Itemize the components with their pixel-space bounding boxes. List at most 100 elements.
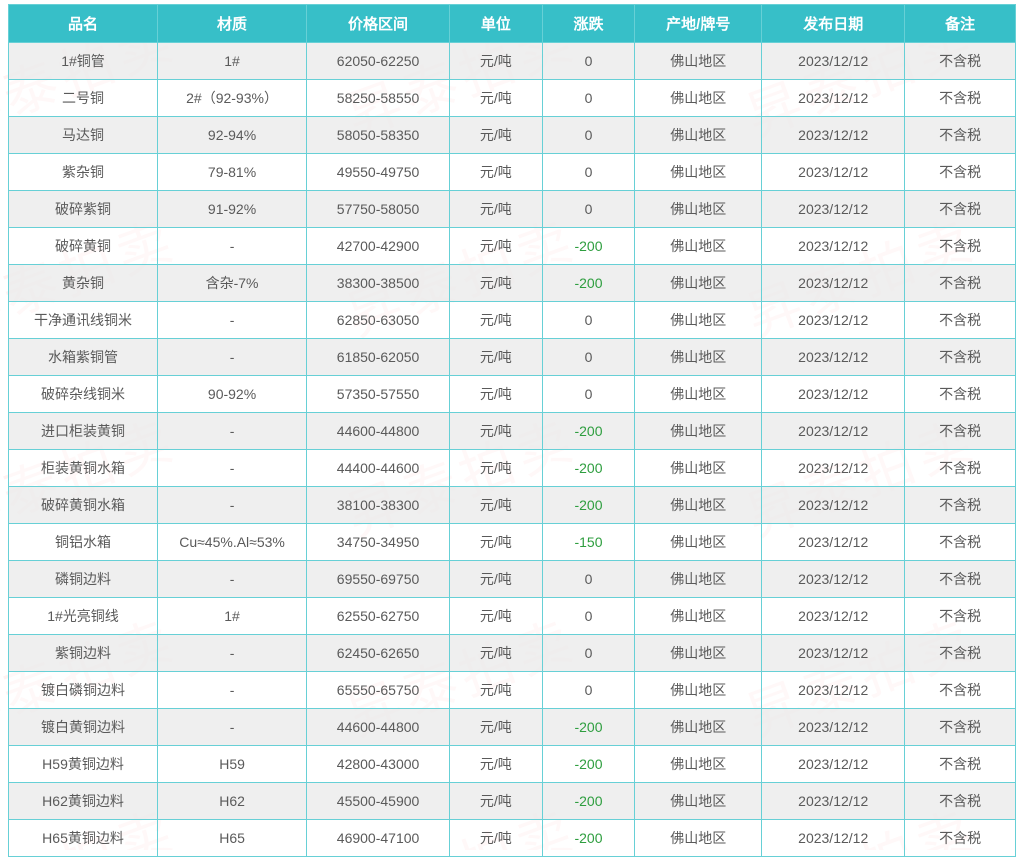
cell-origin: 佛山地区 [635,635,762,672]
table-row: 破碎黄铜水箱-38100-38300元/吨-200佛山地区2023/12/12不… [9,487,1016,524]
cell-origin: 佛山地区 [635,117,762,154]
table-row: 磷铜边料-69550-69750元/吨0佛山地区2023/12/12不含税 [9,561,1016,598]
cell-change: 0 [542,117,635,154]
cell-price_range: 57350-57550 [307,376,450,413]
cell-change: -200 [542,413,635,450]
cell-unit: 元/吨 [450,783,543,820]
cell-name: 磷铜边料 [9,561,158,598]
cell-material: - [158,228,307,265]
table-row: 镀白黄铜边料-44600-44800元/吨-200佛山地区2023/12/12不… [9,709,1016,746]
cell-unit: 元/吨 [450,561,543,598]
cell-change: 0 [542,672,635,709]
cell-note: 不含税 [905,672,1016,709]
cell-note: 不含税 [905,80,1016,117]
cell-note: 不含税 [905,635,1016,672]
cell-change: -200 [542,746,635,783]
col-material: 材质 [158,5,307,43]
cell-change: -150 [542,524,635,561]
cell-unit: 元/吨 [450,339,543,376]
cell-date: 2023/12/12 [762,450,905,487]
cell-origin: 佛山地区 [635,43,762,80]
cell-change: 0 [542,154,635,191]
cell-name: H62黄铜边料 [9,783,158,820]
cell-origin: 佛山地区 [635,561,762,598]
table-body: 1#铜管1#62050-62250元/吨0佛山地区2023/12/12不含税二号… [9,43,1016,857]
cell-material: - [158,709,307,746]
table-row: H59黄铜边料H5942800-43000元/吨-200佛山地区2023/12/… [9,746,1016,783]
cell-note: 不含税 [905,746,1016,783]
cell-material: 含杂-7% [158,265,307,302]
cell-origin: 佛山地区 [635,339,762,376]
table-row: 镀白磷铜边料-65550-65750元/吨0佛山地区2023/12/12不含税 [9,672,1016,709]
cell-unit: 元/吨 [450,228,543,265]
cell-material: - [158,561,307,598]
cell-change: -200 [542,709,635,746]
cell-material: H65 [158,820,307,857]
table-row: 紫铜边料-62450-62650元/吨0佛山地区2023/12/12不含税 [9,635,1016,672]
cell-price_range: 34750-34950 [307,524,450,561]
cell-material: 1# [158,43,307,80]
cell-material: 92-94% [158,117,307,154]
cell-change: -200 [542,265,635,302]
cell-material: - [158,487,307,524]
cell-name: 镀白黄铜边料 [9,709,158,746]
cell-note: 不含税 [905,709,1016,746]
cell-material: - [158,413,307,450]
cell-name: 1#光亮铜线 [9,598,158,635]
cell-date: 2023/12/12 [762,228,905,265]
cell-origin: 佛山地区 [635,265,762,302]
table-row: H62黄铜边料H6245500-45900元/吨-200佛山地区2023/12/… [9,783,1016,820]
cell-price_range: 46900-47100 [307,820,450,857]
cell-price_range: 69550-69750 [307,561,450,598]
cell-note: 不含税 [905,820,1016,857]
cell-origin: 佛山地区 [635,598,762,635]
cell-name: H65黄铜边料 [9,820,158,857]
cell-unit: 元/吨 [450,191,543,228]
table-row: 铜铝水箱Cu≈45%.Al≈53%34750-34950元/吨-150佛山地区2… [9,524,1016,561]
cell-note: 不含税 [905,783,1016,820]
cell-date: 2023/12/12 [762,746,905,783]
cell-origin: 佛山地区 [635,376,762,413]
cell-unit: 元/吨 [450,80,543,117]
cell-note: 不含税 [905,487,1016,524]
cell-price_range: 42700-42900 [307,228,450,265]
cell-material: H59 [158,746,307,783]
table-row: 破碎杂线铜米90-92%57350-57550元/吨0佛山地区2023/12/1… [9,376,1016,413]
cell-note: 不含税 [905,339,1016,376]
cell-unit: 元/吨 [450,524,543,561]
cell-price_range: 45500-45900 [307,783,450,820]
cell-name: 干净通讯线铜米 [9,302,158,339]
cell-date: 2023/12/12 [762,598,905,635]
cell-change: 0 [542,43,635,80]
cell-unit: 元/吨 [450,43,543,80]
cell-date: 2023/12/12 [762,43,905,80]
cell-name: 1#铜管 [9,43,158,80]
col-note: 备注 [905,5,1016,43]
cell-material: - [158,302,307,339]
cell-unit: 元/吨 [450,746,543,783]
cell-price_range: 44400-44600 [307,450,450,487]
table-row: 1#光亮铜线1#62550-62750元/吨0佛山地区2023/12/12不含税 [9,598,1016,635]
col-unit: 单位 [450,5,543,43]
cell-price_range: 62850-63050 [307,302,450,339]
cell-unit: 元/吨 [450,302,543,339]
cell-origin: 佛山地区 [635,154,762,191]
cell-change: 0 [542,598,635,635]
cell-origin: 佛山地区 [635,80,762,117]
cell-name: 二号铜 [9,80,158,117]
cell-price_range: 62050-62250 [307,43,450,80]
cell-note: 不含税 [905,450,1016,487]
col-price: 价格区间 [307,5,450,43]
cell-origin: 佛山地区 [635,783,762,820]
cell-unit: 元/吨 [450,635,543,672]
cell-origin: 佛山地区 [635,709,762,746]
table-row: 破碎紫铜91-92%57750-58050元/吨0佛山地区2023/12/12不… [9,191,1016,228]
cell-material: - [158,672,307,709]
cell-unit: 元/吨 [450,265,543,302]
cell-change: -200 [542,450,635,487]
cell-origin: 佛山地区 [635,413,762,450]
cell-change: -200 [542,487,635,524]
cell-change: -200 [542,228,635,265]
cell-note: 不含税 [905,228,1016,265]
col-name: 品名 [9,5,158,43]
